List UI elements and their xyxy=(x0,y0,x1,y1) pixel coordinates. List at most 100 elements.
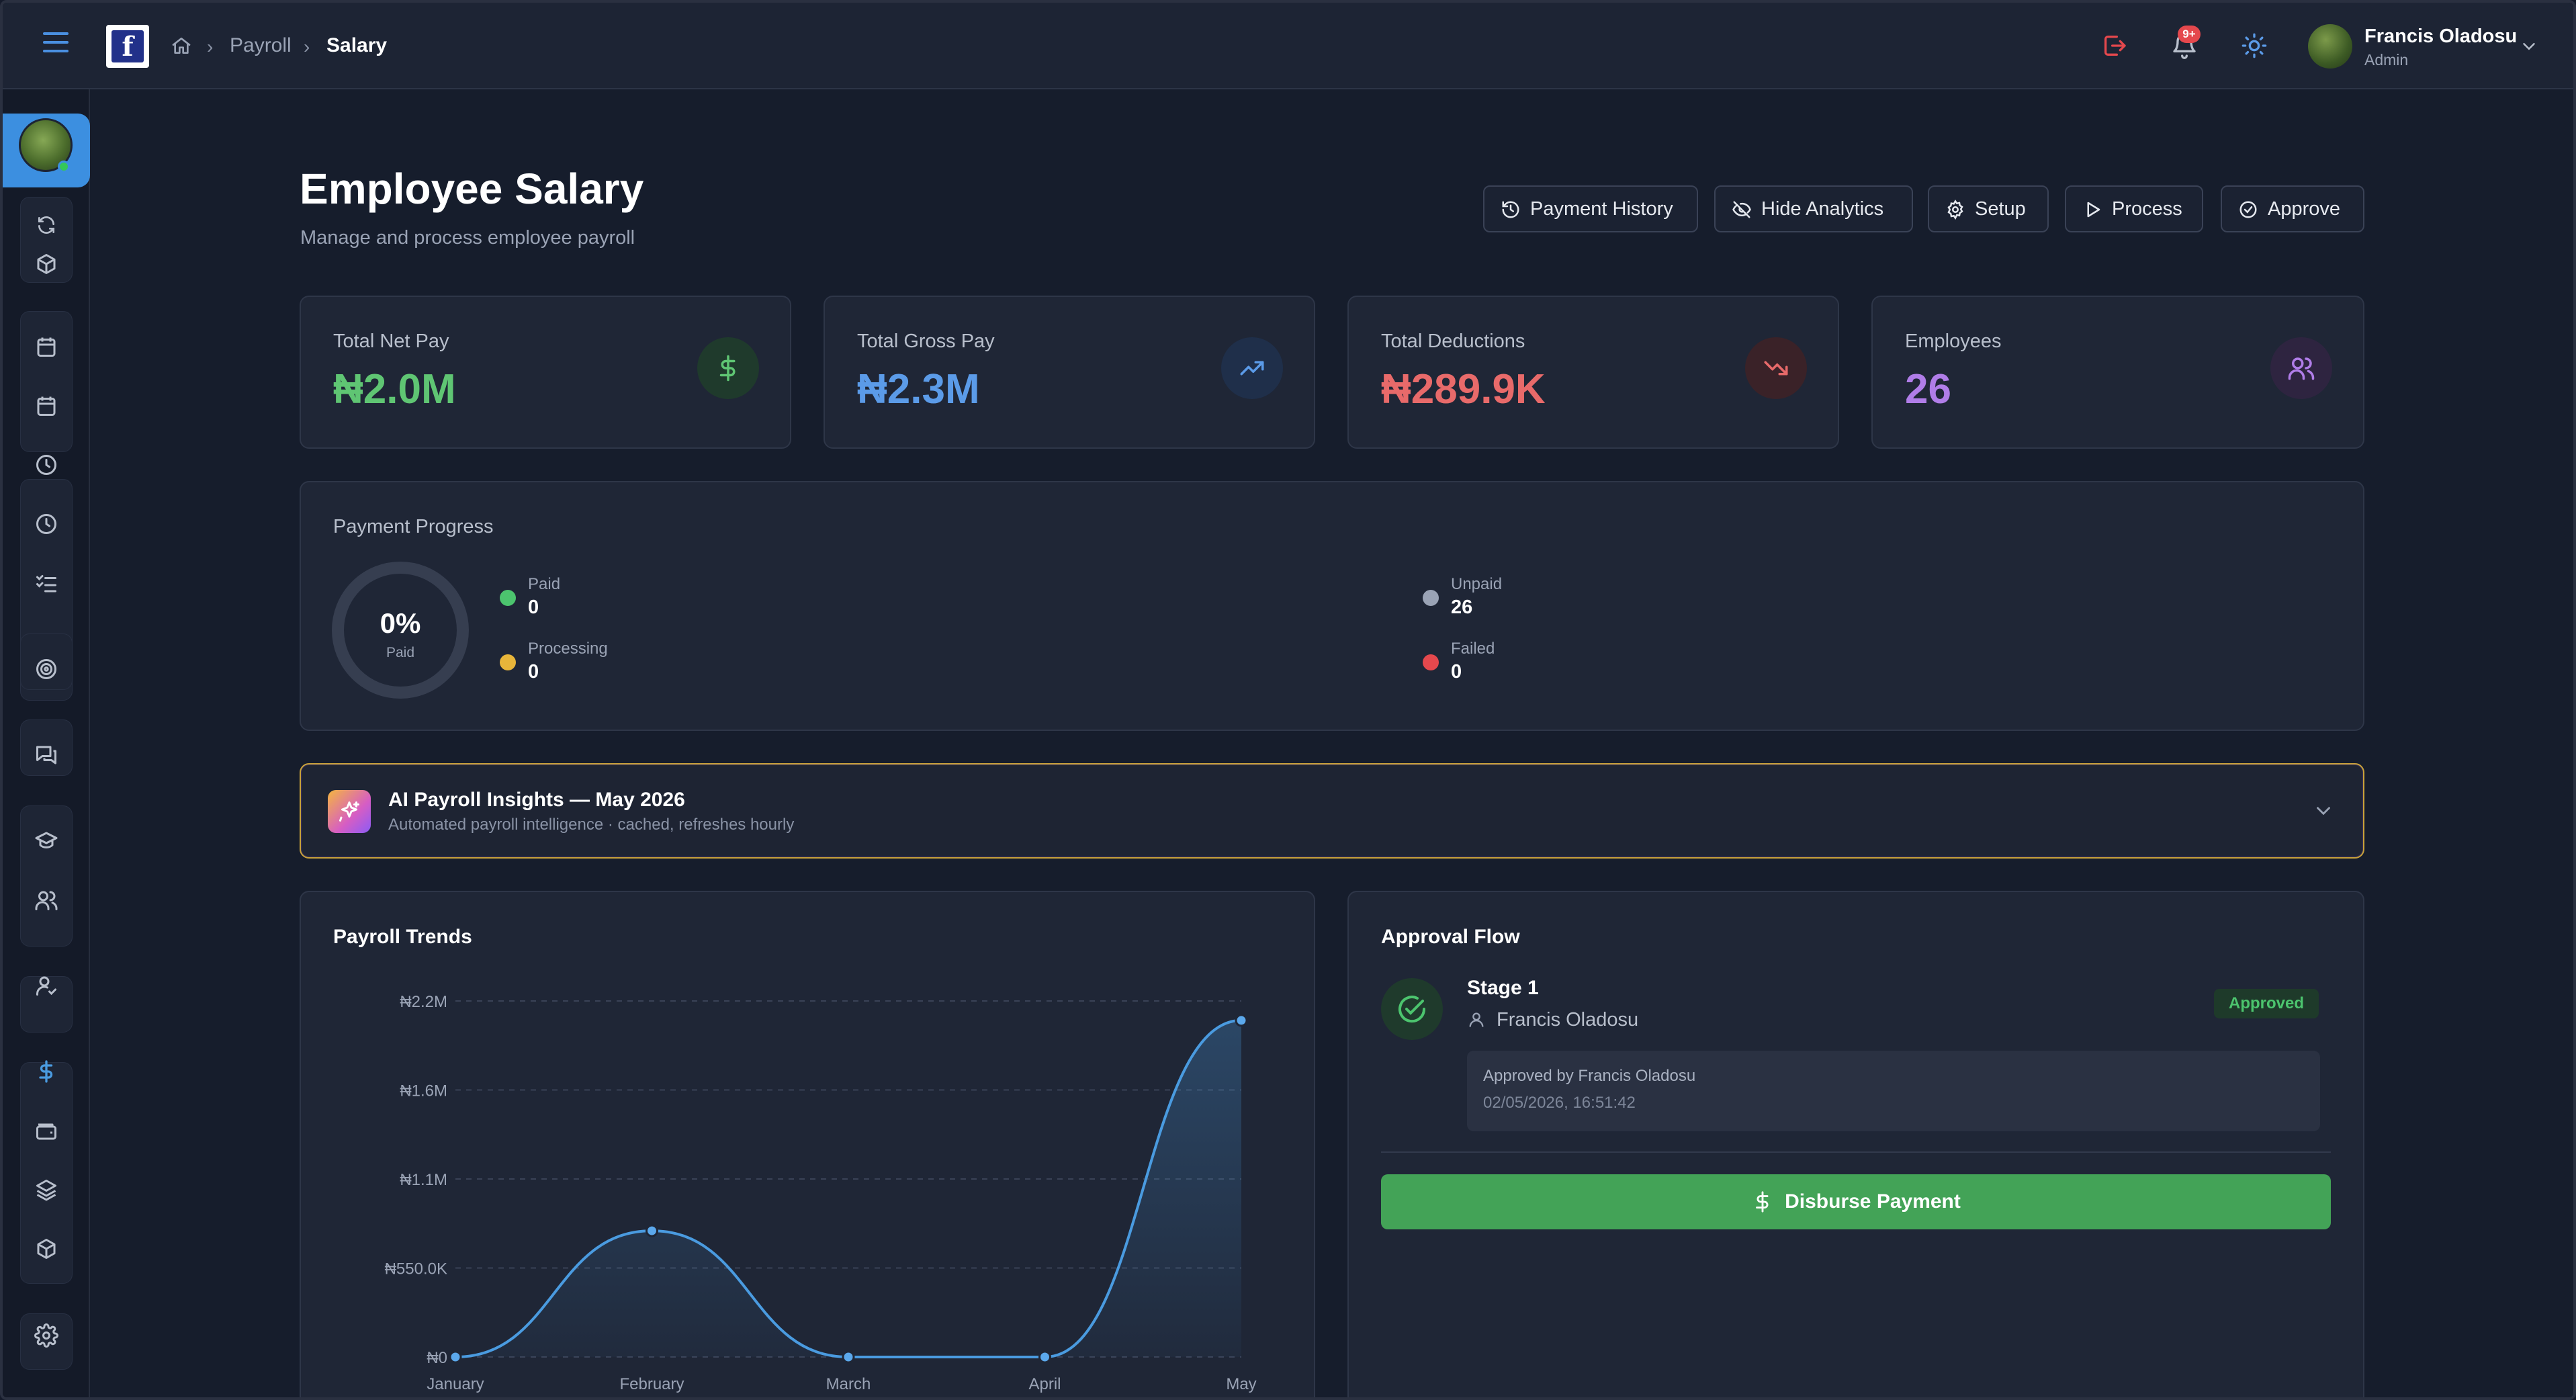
dollar-icon xyxy=(697,337,759,399)
refresh-icon[interactable] xyxy=(36,214,57,236)
approve-label: Approve xyxy=(2268,198,2341,220)
ai-insights-panel[interactable]: AI Payroll Insights — May 2026 Automated… xyxy=(300,763,2364,859)
user-name[interactable]: Francis Oladosu xyxy=(2364,26,2518,47)
user-role: Admin xyxy=(2364,51,2409,69)
play-icon xyxy=(2087,202,2100,218)
hide-analytics-button[interactable]: Hide Analytics xyxy=(1714,185,1913,232)
package-icon[interactable] xyxy=(34,252,58,276)
stat-value: ₦289.9K xyxy=(1381,366,1546,412)
payroll-trends-title: Payroll Trends xyxy=(333,926,472,948)
users-icon xyxy=(2270,337,2332,399)
user-check-icon[interactable] xyxy=(34,973,58,998)
home-icon[interactable] xyxy=(171,35,192,56)
progress-percent-label: Paid xyxy=(386,645,415,660)
page-title: Employee Salary xyxy=(300,165,644,213)
chat-icon[interactable] xyxy=(34,743,58,767)
series-line xyxy=(455,1018,1242,1358)
sidebar-group xyxy=(20,1313,73,1370)
data-point xyxy=(449,1350,462,1364)
stat-label: Total Gross Pay xyxy=(857,331,995,352)
progress-ring: 0% Paid xyxy=(332,562,469,699)
approved-by: Approved by Francis Oladosu xyxy=(1483,1067,1696,1085)
y-tick-label: ₦0 xyxy=(427,1349,447,1367)
top-bar: f › Payroll › Salary 9+ Francis Oladosu … xyxy=(3,3,2573,89)
legend-value-failed: 0 xyxy=(1451,661,1462,683)
y-tick-label: ₦550.0K xyxy=(385,1260,447,1278)
sidebar-group xyxy=(20,1062,73,1284)
approval-flow-card: Approval Flow Stage 1 Francis Oladosu Ap… xyxy=(1347,891,2364,1397)
clock-icon[interactable] xyxy=(34,512,58,536)
payment-history-button[interactable]: Payment History xyxy=(1483,185,1698,232)
chevron-right-icon: › xyxy=(304,36,310,57)
legend-value-unpaid: 26 xyxy=(1451,597,1473,618)
page-subtitle: Manage and process employee payroll xyxy=(300,227,635,249)
stat-card-gross-pay: Total Gross Pay ₦2.3M xyxy=(824,296,1315,449)
users-icon[interactable] xyxy=(34,888,58,912)
data-point xyxy=(646,1224,658,1237)
hide-analytics-label: Hide Analytics xyxy=(1761,198,1884,220)
logout-icon[interactable] xyxy=(2101,32,2128,59)
layers-icon[interactable] xyxy=(34,1178,58,1202)
process-button[interactable]: Process xyxy=(2065,185,2203,232)
user-icon xyxy=(1469,1012,1484,1027)
trending-down-icon xyxy=(1745,337,1807,399)
chevron-down-icon[interactable] xyxy=(2312,799,2335,822)
approval-flow-title: Approval Flow xyxy=(1381,926,1520,948)
approved-timestamp: 02/05/2026, 16:51:42 xyxy=(1483,1094,1636,1112)
wallet-icon[interactable] xyxy=(34,1119,58,1143)
chevron-right-icon: › xyxy=(207,36,214,57)
setup-button[interactable]: Setup xyxy=(1928,185,2049,232)
payroll-trends-chart: ₦0 ₦550.0K ₦1.1M ₦1.6M ₦2.2M January February M… xyxy=(385,993,1257,1393)
status-badge: Approved xyxy=(2213,989,2319,1018)
approve-button[interactable]: Approve xyxy=(2221,185,2364,232)
payroll-trends-card: Payroll Trends ₦0 ₦550.0K ₦1.1M ₦1.6M ₦2.2M J… xyxy=(300,891,1315,1397)
stat-label: Total Net Pay xyxy=(333,331,449,352)
y-tick-label: ₦1.1M xyxy=(400,1171,447,1189)
y-tick-label: ₦1.6M xyxy=(400,1082,447,1100)
data-point xyxy=(1038,1350,1051,1364)
stage-name: Stage 1 xyxy=(1467,977,1539,999)
breadcrumb-payroll[interactable]: Payroll xyxy=(230,34,292,56)
stat-value: 26 xyxy=(1905,366,1951,412)
breadcrumb-salary: Salary xyxy=(326,34,388,56)
x-tick-label: February xyxy=(619,1375,684,1393)
graduation-cap-icon[interactable] xyxy=(34,829,58,853)
stat-label: Total Deductions xyxy=(1381,331,1525,352)
trending-up-icon xyxy=(1221,337,1283,399)
disburse-payment-label: Disburse Payment xyxy=(1785,1190,1961,1213)
legend-value-paid: 0 xyxy=(528,597,539,618)
checklist-icon[interactable] xyxy=(34,571,58,595)
ai-insights-subtitle: Automated payroll intelligence · cached,… xyxy=(388,816,795,834)
stat-label: Employees xyxy=(1905,331,2002,352)
calendar-icon[interactable] xyxy=(34,394,58,418)
notification-badge: 9+ xyxy=(2178,26,2201,43)
stat-card-net-pay: Total Net Pay ₦2.0M xyxy=(300,296,791,449)
company-logo[interactable]: f xyxy=(106,25,149,68)
progress-percent: 0% xyxy=(380,607,421,639)
divider xyxy=(1381,1151,2331,1153)
menu-icon[interactable] xyxy=(43,32,69,58)
target-icon[interactable] xyxy=(34,657,58,681)
check-circle-icon xyxy=(1381,978,1443,1040)
setup-label: Setup xyxy=(1975,198,2026,220)
stage-approver: Francis Oladosu xyxy=(1497,1009,1639,1031)
approval-detail: Approved by Francis Oladosu 02/05/2026, … xyxy=(1467,1051,2320,1131)
sun-icon[interactable] xyxy=(2241,32,2268,59)
chevron-down-icon[interactable] xyxy=(2519,36,2539,56)
stat-card-deductions: Total Deductions ₦289.9K xyxy=(1347,296,1839,449)
clock-icon[interactable] xyxy=(34,453,58,477)
box-icon[interactable] xyxy=(34,1237,58,1261)
sidebar-group xyxy=(20,311,73,452)
eye-off-icon xyxy=(1732,201,1751,218)
gear-icon xyxy=(1947,200,1963,220)
history-icon xyxy=(1502,201,1519,218)
user-avatar[interactable] xyxy=(2308,24,2352,69)
gear-icon[interactable] xyxy=(34,1323,58,1348)
x-tick-label: January xyxy=(427,1375,484,1393)
disburse-payment-button[interactable]: Disburse Payment xyxy=(1381,1174,2331,1229)
calendar-icon[interactable] xyxy=(34,335,58,359)
legend-dot-processing xyxy=(500,654,516,670)
dollar-icon[interactable] xyxy=(34,1059,58,1084)
legend-value-processing: 0 xyxy=(528,661,539,683)
data-point xyxy=(842,1350,855,1364)
